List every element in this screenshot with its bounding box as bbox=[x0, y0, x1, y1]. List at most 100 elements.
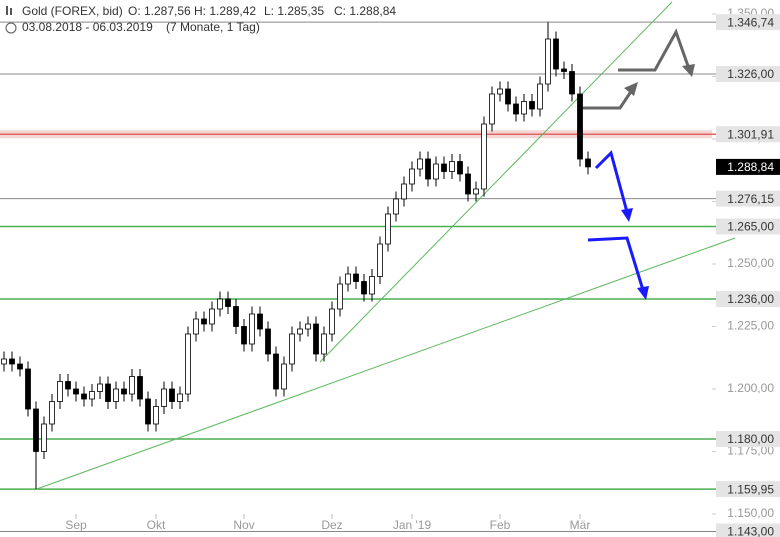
level-label-box bbox=[716, 14, 780, 31]
candle-body bbox=[185, 333, 191, 395]
arrowhead bbox=[624, 82, 638, 96]
candle-body bbox=[57, 381, 63, 402]
level-label-box bbox=[716, 158, 780, 175]
level-label-box bbox=[716, 481, 780, 498]
candle-body bbox=[281, 363, 287, 390]
candle-body bbox=[249, 313, 255, 345]
candle-body bbox=[561, 68, 567, 72]
candle-body bbox=[241, 326, 247, 345]
candle-body bbox=[169, 388, 175, 402]
candle-body bbox=[137, 376, 143, 400]
x-tick-label: Okt bbox=[147, 518, 166, 532]
candle-body bbox=[545, 38, 551, 85]
candle-body bbox=[273, 353, 279, 390]
clock-icon bbox=[5, 22, 17, 34]
y-tick-label: 1.175,00 bbox=[727, 444, 774, 458]
candle-body bbox=[441, 163, 447, 172]
candle-body bbox=[297, 328, 303, 335]
y-tick-label: 1.200,00 bbox=[727, 381, 774, 395]
y-tick-label: 1.250,00 bbox=[727, 256, 774, 270]
candle-body bbox=[505, 88, 511, 105]
level-label: 1.265,00 bbox=[727, 220, 774, 234]
candle-body bbox=[17, 363, 23, 370]
candle-body bbox=[369, 276, 375, 295]
candle-body bbox=[1, 358, 7, 365]
candle-body bbox=[497, 88, 503, 95]
y-tick-label: 1.225,00 bbox=[727, 319, 774, 333]
x-tick-label: Sep bbox=[65, 518, 87, 532]
candle-body bbox=[457, 161, 463, 175]
candle-body bbox=[145, 398, 151, 425]
level-label: 1.143,00 bbox=[727, 525, 774, 537]
candle-body bbox=[65, 381, 71, 390]
candle-body bbox=[289, 333, 295, 365]
candle-body bbox=[401, 183, 407, 200]
candle-body bbox=[417, 158, 423, 170]
candle-body bbox=[41, 423, 47, 452]
candle-body bbox=[177, 393, 183, 402]
candle-body bbox=[553, 38, 559, 70]
candle-body bbox=[465, 173, 471, 195]
candle-body bbox=[353, 273, 359, 282]
candle-body bbox=[305, 323, 311, 330]
level-label: 1.346,74 bbox=[727, 15, 774, 29]
candle-body bbox=[521, 101, 527, 115]
candle-body bbox=[81, 393, 87, 400]
candle-body bbox=[345, 273, 351, 285]
chart-title: Gold (FOREX, bid) bbox=[22, 4, 123, 18]
candle-body bbox=[385, 213, 391, 245]
ohlc-label: O: 1.287,56 bbox=[128, 4, 191, 18]
period: (7 Monate, 1 Tag) bbox=[166, 20, 260, 34]
trend-line bbox=[319, 1, 673, 363]
background-layer bbox=[0, 13, 716, 532]
candle-body bbox=[513, 103, 519, 115]
trend-line bbox=[33, 237, 736, 491]
level-label: 1.276,15 bbox=[727, 192, 774, 206]
ohlc-label: L: 1.285,35 bbox=[264, 4, 324, 18]
ohlc-label: C: 1.288,84 bbox=[334, 4, 396, 18]
candle-body bbox=[201, 318, 207, 325]
x-tick-label: Nov bbox=[233, 518, 254, 532]
candle-body bbox=[537, 83, 543, 110]
candle-body bbox=[49, 401, 55, 425]
candle-body bbox=[265, 328, 271, 355]
level-label-box bbox=[716, 523, 780, 537]
candle-body bbox=[257, 313, 263, 330]
candle-body bbox=[161, 388, 167, 407]
candle-body bbox=[225, 298, 231, 307]
candle-body bbox=[73, 388, 79, 395]
candle-body bbox=[97, 383, 103, 392]
candle-body bbox=[489, 93, 495, 125]
candle-body bbox=[33, 408, 39, 452]
ohlc-label: H: 1.289,42 bbox=[194, 4, 256, 18]
candle-body bbox=[217, 298, 223, 310]
candle-body bbox=[9, 358, 15, 365]
candle-body bbox=[393, 198, 399, 215]
x-tick-label: Feb bbox=[490, 518, 511, 532]
candle-body bbox=[233, 306, 239, 327]
candle-body bbox=[25, 368, 31, 410]
candle-body bbox=[209, 308, 215, 325]
level-label-box bbox=[716, 66, 780, 82]
level-label: 1.288,84 bbox=[727, 160, 774, 174]
level-label: 1.180,00 bbox=[727, 432, 774, 446]
subtitle: 03.08.2018 - 06.03.2019 bbox=[22, 20, 153, 34]
arrowhead bbox=[621, 208, 633, 222]
arrow bbox=[618, 28, 690, 72]
candle-body bbox=[409, 168, 415, 185]
level-label: 1.326,00 bbox=[727, 67, 774, 81]
candle-body bbox=[449, 161, 455, 172]
candle-body bbox=[89, 391, 95, 400]
candle-body bbox=[329, 308, 335, 335]
candle-body bbox=[105, 383, 111, 402]
candle-body bbox=[113, 388, 119, 402]
arrowhead bbox=[637, 286, 649, 300]
candle-body bbox=[153, 406, 159, 425]
level-label-box bbox=[716, 190, 780, 207]
icon bbox=[6, 6, 8, 15]
candle-body bbox=[433, 163, 439, 180]
arrow bbox=[594, 150, 629, 213]
arrow bbox=[582, 89, 634, 110]
level-label-box bbox=[716, 126, 780, 143]
